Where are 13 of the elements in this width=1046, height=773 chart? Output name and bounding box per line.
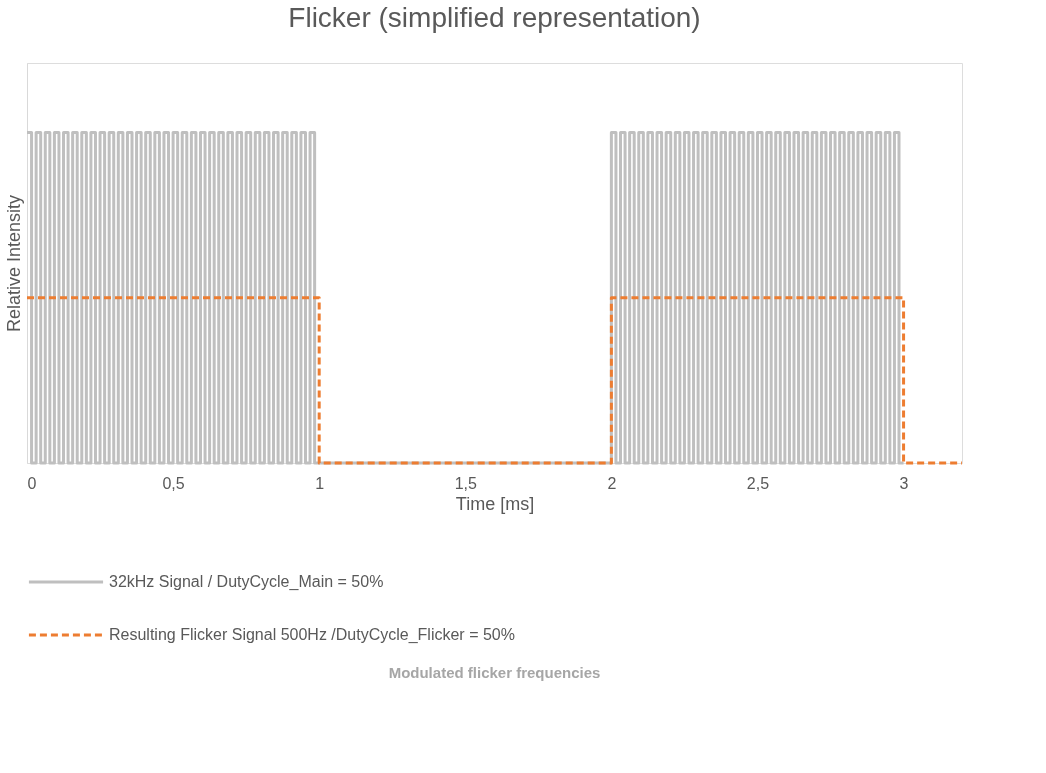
x-tick-label: 1 bbox=[315, 474, 325, 492]
legend-label: 32kHz Signal / DutyCycle_Main = 50% bbox=[109, 573, 384, 591]
x-tick-label: 0,5 bbox=[162, 474, 185, 492]
x-tick-label: 1,5 bbox=[454, 474, 477, 492]
y-axis-title: Relative Intensity bbox=[3, 194, 24, 333]
x-tick-label: 2 bbox=[607, 474, 617, 492]
x-tick-label: 0 bbox=[27, 474, 37, 492]
x-axis-title: Time [ms] bbox=[455, 493, 535, 514]
x-tick-label: 3 bbox=[899, 474, 909, 492]
legend-label: Resulting Flicker Signal 500Hz /DutyCycle_Flicker = 50% bbox=[109, 626, 515, 644]
chart-title: Flicker (simplified representation) bbox=[288, 2, 701, 33]
text: Modulated flicker frequencies bbox=[388, 664, 601, 681]
x-tick-label: 2,5 bbox=[746, 474, 770, 492]
